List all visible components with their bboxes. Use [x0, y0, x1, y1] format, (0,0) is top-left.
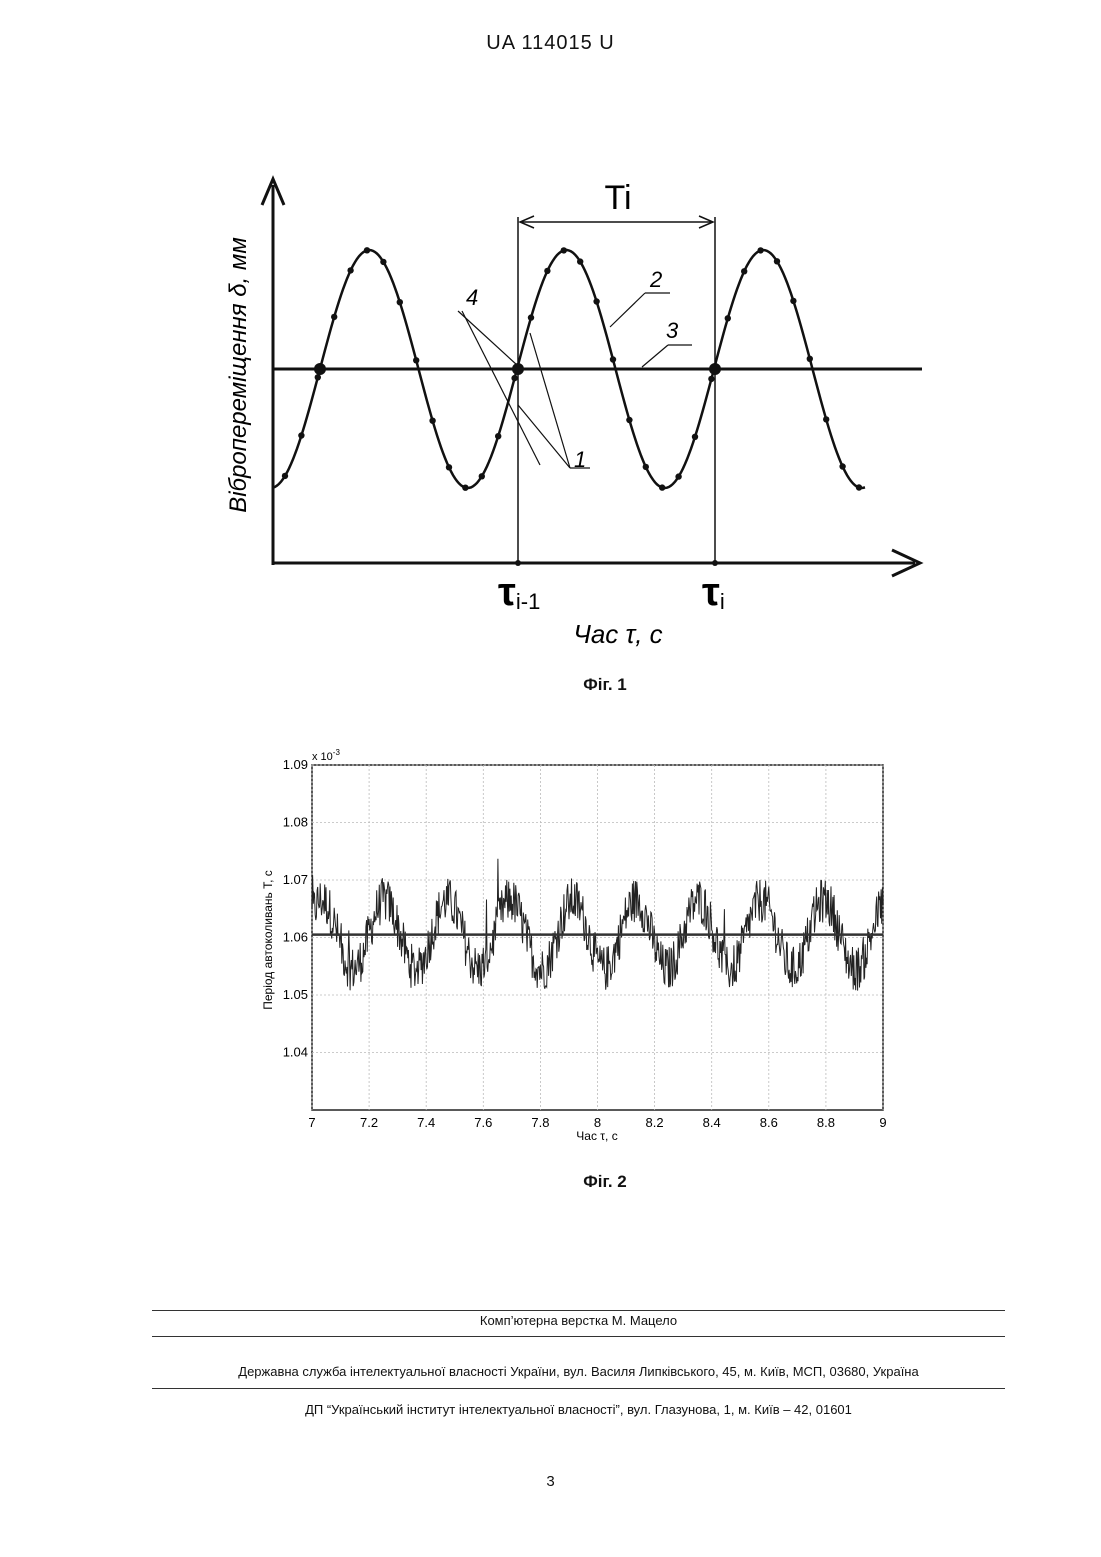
fig1-sample-point: [331, 314, 337, 320]
fig2-x-tick-label: 8: [594, 1115, 601, 1130]
fig1-sample-point: [626, 417, 632, 423]
figure-1-caption: Фіг. 1: [505, 675, 705, 695]
fig1-sample-point: [298, 432, 304, 438]
fig1-sample-point: [380, 259, 386, 265]
fig1-sample-point: [807, 356, 813, 362]
fig1-callout-2-leader: [610, 293, 645, 327]
fig1-sample-point: [364, 247, 370, 253]
fig2-y-tick-label: 1.06: [283, 930, 308, 945]
fig1-y-label: Вібропереміщення δ, мм: [225, 237, 252, 513]
fig1-sample-point: [692, 434, 698, 440]
fig1-sample-point: [610, 356, 616, 362]
fig2-x-ticks: 7 7.2 7.4 7.6 7.8 8 8.2 8.4 8.6 8.8 9: [308, 1115, 886, 1130]
fig2-x-tick-label: 7.8: [531, 1115, 549, 1130]
footer-institute: ДП “Український інститут інтелектуальної…: [152, 1402, 1005, 1417]
fig1-crossing-point: [314, 363, 326, 375]
fig1-sample-point: [413, 357, 419, 363]
fig1-callout-4: 4: [466, 285, 478, 310]
fig1-sample-point: [856, 484, 862, 490]
fig2-x-tick-label: 9: [879, 1115, 886, 1130]
fig1-x-label: Час τ, с: [573, 619, 662, 649]
fig2-y-tick-label: 1.08: [283, 815, 308, 830]
fig2-x-tick-label: 7: [308, 1115, 315, 1130]
fig2-x-tick-label: 8.2: [646, 1115, 664, 1130]
fig1-sample-point: [675, 473, 681, 479]
fig1-sample-point: [544, 268, 550, 274]
fig1-callout-3: 3: [666, 318, 679, 343]
fig1-sample-point: [725, 315, 731, 321]
fig2-x-tick-label: 7.2: [360, 1115, 378, 1130]
fig1-period-label: Ti: [604, 179, 631, 217]
fig1-sample-point: [774, 258, 780, 264]
fig1-sample-point: [397, 299, 403, 305]
fig1-sample-point: [511, 375, 517, 381]
figure-1-diagram: Ti 4 1 2 3 τi-1 τi Час τ, с Вібропереміщ…: [200, 165, 940, 655]
fig2-y-tick-label: 1.04: [283, 1045, 308, 1060]
fig2-x-tick-label: 8.6: [760, 1115, 778, 1130]
fig1-sample-point: [823, 416, 829, 422]
fig1-sample-point: [479, 473, 485, 479]
figure-2-chart: 7 7.2 7.4 7.6 7.8 8 8.2 8.4 8.6 8.8 9 1.09 1.08 1.07…: [255, 740, 905, 1150]
fig2-y-multiplier: x 10-3: [312, 748, 340, 763]
fig2-x-tick-label: 8.8: [817, 1115, 835, 1130]
fig1-sample-point: [528, 314, 534, 320]
fig2-y-tick-label: 1.09: [283, 757, 308, 772]
figure-2-caption: Фіг. 2: [505, 1172, 705, 1192]
fig1-sample-point: [462, 485, 468, 491]
fig2-x-tick-label: 7.6: [474, 1115, 492, 1130]
footer-divider: [152, 1336, 1005, 1337]
fig2-x-label: Час τ, с: [576, 1129, 617, 1143]
fig1-callout-2: 2: [649, 267, 662, 292]
fig1-sample-point: [315, 374, 321, 380]
fig1-sample-point: [282, 473, 288, 479]
fig1-sample-point: [593, 298, 599, 304]
fig1-sample-point: [790, 298, 796, 304]
fig2-x-tick-label: 7.4: [417, 1115, 435, 1130]
fig2-x-tick-label: 8.4: [703, 1115, 721, 1130]
fig1-sample-point: [643, 464, 649, 470]
fig1-sample-point: [839, 463, 845, 469]
fig1-sample-point: [757, 247, 763, 253]
page-number: 3: [0, 1473, 1101, 1490]
fig2-y-label: Період автоколивань T, с: [261, 870, 275, 1010]
fig1-sample-point: [708, 376, 714, 382]
fig1-tau-cur: τi: [702, 570, 725, 614]
fig1-sample-point: [577, 258, 583, 264]
fig1-sample-point: [561, 247, 567, 253]
fig1-callout-3-leader: [642, 345, 668, 367]
fig2-y-ticks: 1.09 1.08 1.07 1.06 1.05 1.04: [283, 757, 308, 1060]
fig1-sample-point: [495, 433, 501, 439]
footer-agency: Державна служба інтелектуальної власност…: [152, 1364, 1005, 1379]
footer-divider: [152, 1310, 1005, 1311]
fig2-y-tick-label: 1.05: [283, 987, 308, 1002]
fig1-sample-point: [741, 268, 747, 274]
fig1-sample-point: [659, 484, 665, 490]
fig1-sample-point: [347, 267, 353, 273]
document-number: UA 114015 U: [0, 32, 1101, 55]
footer-layout-credit: Комп’ютерна верстка М. Мацело: [152, 1313, 1005, 1328]
fig2-y-tick-label: 1.07: [283, 872, 308, 887]
fig1-sample-point: [429, 418, 435, 424]
fig1-crossing-point: [512, 363, 524, 375]
fig1-callout-4-leader: [458, 311, 517, 365]
fig1-callout-1-leader: [530, 333, 570, 468]
fig1-tau-prev: τi-1: [498, 570, 540, 614]
fig1-crossing-point: [709, 363, 721, 375]
fig1-callout-1: 1: [574, 447, 586, 472]
fig1-sample-point: [446, 464, 452, 470]
footer-divider: [152, 1388, 1005, 1389]
